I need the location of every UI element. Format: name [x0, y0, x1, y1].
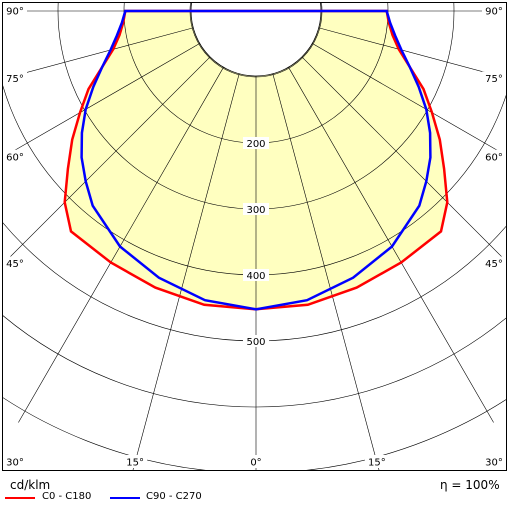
spoke-line [3, 38, 208, 158]
angle-label-bg [364, 455, 389, 468]
angle-label: 45° [485, 259, 503, 270]
angle-label: 60° [6, 152, 24, 163]
angle-label-bg [482, 71, 506, 85]
radial-tick-label: 500 [246, 337, 265, 348]
legend-c0-label: C0 - C180 [42, 491, 92, 502]
series-line-c90 [80, 9, 432, 311]
angle-label: 15° [126, 458, 144, 469]
angle-label: 90° [6, 7, 24, 18]
spoke-line [270, 65, 380, 470]
angle-label-bg [3, 71, 27, 85]
angle-label: 30° [6, 458, 24, 469]
angle-label: 15° [368, 458, 386, 469]
angle-label-bg [3, 4, 27, 17]
radial-tick-label: 400 [246, 271, 265, 282]
polar-chart-frame: 200 300 400 500 0° 15° 15° 30° 30° 45° 45° 60° 60° 75… [2, 2, 507, 471]
spoke-line [283, 59, 494, 423]
polar-chart: 200 300 400 500 0° 15° 15° 30° 30° 45° 45° 60° 60° 75… [3, 3, 506, 470]
chart-footer: cd/klm η = 100% C0 - C180 C90 - C270 [0, 471, 512, 512]
radial-tick-bg [243, 203, 269, 215]
legend-c0-swatch [5, 497, 35, 499]
angle-label-bg [482, 256, 506, 270]
radial-tick-bg [243, 137, 269, 149]
legend-c90-swatch [110, 497, 140, 499]
angle-label: 75° [6, 74, 24, 85]
angle-label-bg [482, 4, 506, 17]
spoke-line [304, 38, 506, 156]
unit-label: cd/klm [10, 478, 51, 492]
angle-label: 45° [6, 259, 24, 270]
radial-tick-bg [243, 335, 269, 347]
angle-label: 60° [485, 152, 503, 163]
radial-tick-label: 300 [246, 205, 265, 216]
angle-label: 30° [485, 458, 503, 469]
spoke-line [295, 50, 506, 262]
angle-label-bg [3, 149, 27, 163]
angle-label-bg [482, 149, 506, 163]
radial-tick-label: 200 [246, 139, 265, 150]
efficiency-label: η = 100% [440, 478, 500, 492]
angle-label-bg [123, 455, 148, 468]
spoke-line [3, 50, 217, 265]
angle-label-bg [244, 455, 268, 468]
angle-label: 75° [485, 74, 503, 85]
angle-label: 90° [485, 7, 503, 18]
spoke-line [310, 25, 506, 79]
spoke-line [18, 59, 229, 423]
legend-c90-label: C90 - C270 [146, 491, 202, 502]
radial-tick-bg [243, 269, 269, 281]
angle-label-bg [3, 256, 27, 270]
angle-label: 0° [250, 458, 261, 469]
grid-circle [3, 315, 506, 408]
spoke-line [3, 25, 202, 80]
spoke-line [132, 65, 242, 470]
angle-label-bg [3, 455, 27, 468]
angle-label-bg [482, 455, 506, 468]
